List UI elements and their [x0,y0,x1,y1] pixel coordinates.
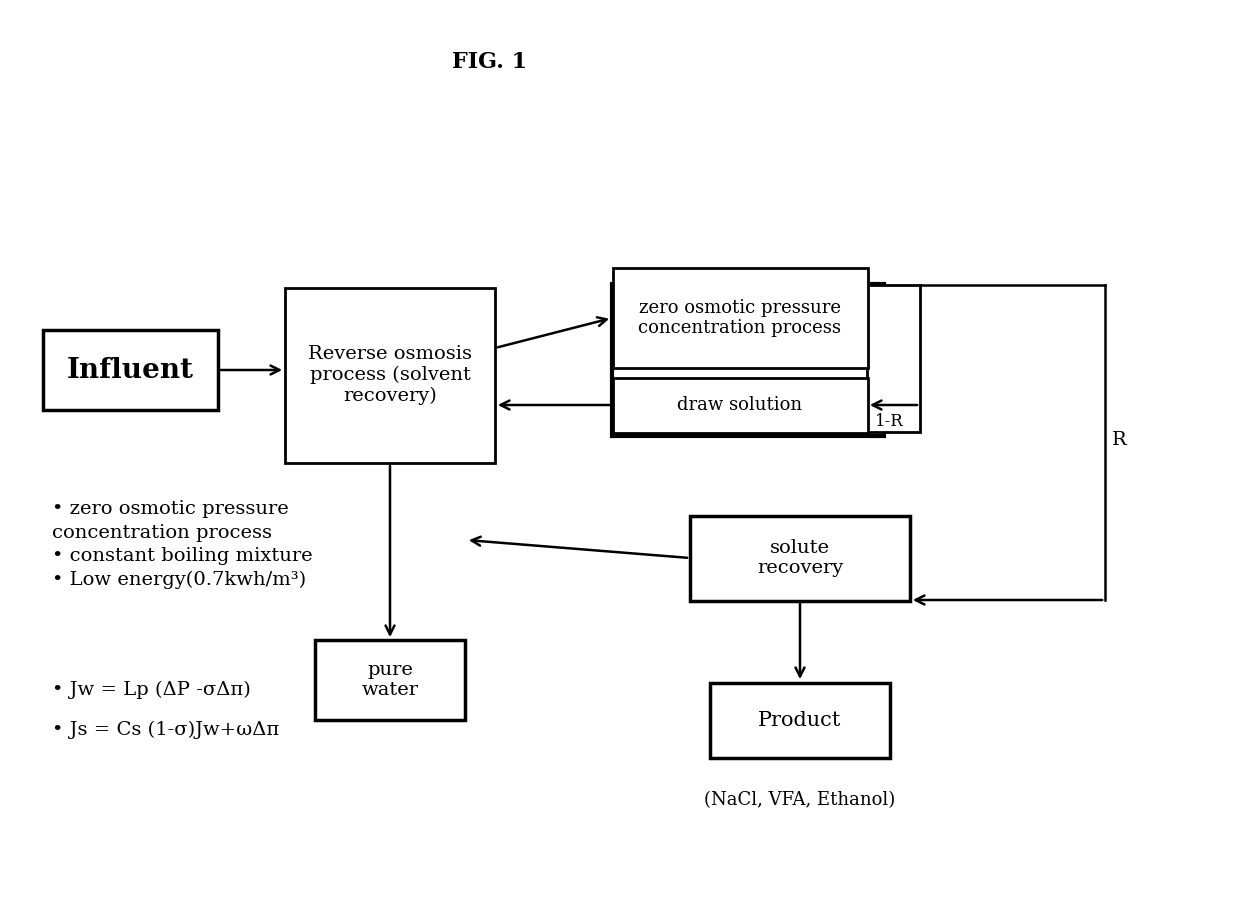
Text: draw solution: draw solution [677,396,802,414]
Text: pure
water: pure water [362,661,419,699]
Bar [867,285,920,432]
Text: Influent: Influent [67,357,193,383]
Bar [689,516,910,600]
Bar [285,288,495,462]
Text: FIG. 1: FIG. 1 [453,51,527,73]
Text: R: R [1112,431,1127,449]
Text: Product: Product [759,710,842,729]
Text: • Jw = Lp (ΔP -σΔπ): • Jw = Lp (ΔP -σΔπ) [52,681,250,699]
Text: Reverse osmosis
process (solvent
recovery): Reverse osmosis process (solvent recover… [308,345,472,405]
Bar [613,284,884,436]
Bar [315,640,465,720]
Text: solute
recovery: solute recovery [756,538,843,577]
Text: 1-R: 1-R [875,413,904,430]
Text: (NaCl, VFA, Ethanol): (NaCl, VFA, Ethanol) [704,791,895,809]
Text: zero osmotic pressure
concentration process: zero osmotic pressure concentration proc… [639,299,842,338]
Bar [613,268,868,368]
Bar [42,330,217,410]
Text: • zero osmotic pressure
concentration process
• constant boiling mixture
• Low e: • zero osmotic pressure concentration pr… [52,500,312,589]
Text: • Js = Cs (1-σ)Jw+ωΔπ: • Js = Cs (1-σ)Jw+ωΔπ [52,721,279,739]
Bar [711,683,890,757]
Bar [613,378,868,432]
